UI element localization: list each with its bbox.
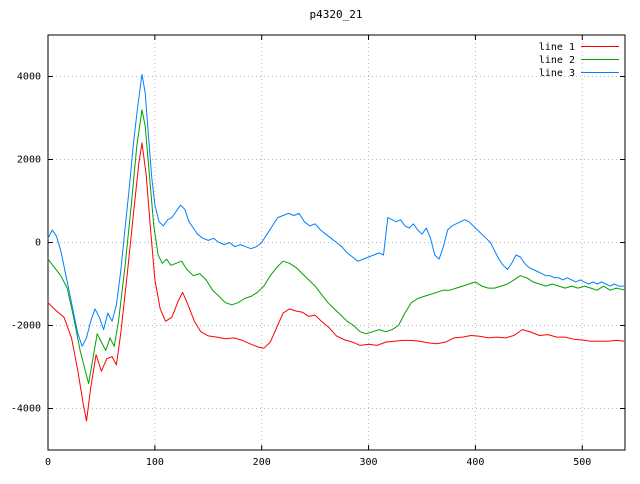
x-tick-label: 400 — [466, 457, 484, 468]
plot-area: 0 100 200 300 400 500 -4000 -2000 0 2000 4000 line … — [11, 34, 626, 468]
chart-title: p4320_21 — [310, 8, 363, 21]
x-tick-label: 500 — [573, 457, 591, 468]
x-tick-label: 200 — [253, 457, 271, 468]
legend-label-2: line 2 — [539, 55, 575, 66]
y-tick-label: 2000 — [17, 155, 41, 166]
series-3-line — [47, 73, 626, 347]
x-tick-label: 300 — [360, 457, 378, 468]
x-tick-label: 0 — [45, 457, 51, 468]
x-tick-label: 100 — [146, 457, 164, 468]
legend-label-1: line 1 — [539, 42, 575, 53]
y-tick-label: 4000 — [17, 72, 41, 83]
series-1-line — [47, 142, 626, 422]
y-tick-label: -4000 — [11, 404, 41, 415]
series-2-line — [47, 109, 626, 385]
y-tick-label: -2000 — [11, 321, 41, 332]
y-tick-label: 0 — [35, 238, 41, 249]
legend-label-3: line 3 — [539, 68, 575, 79]
